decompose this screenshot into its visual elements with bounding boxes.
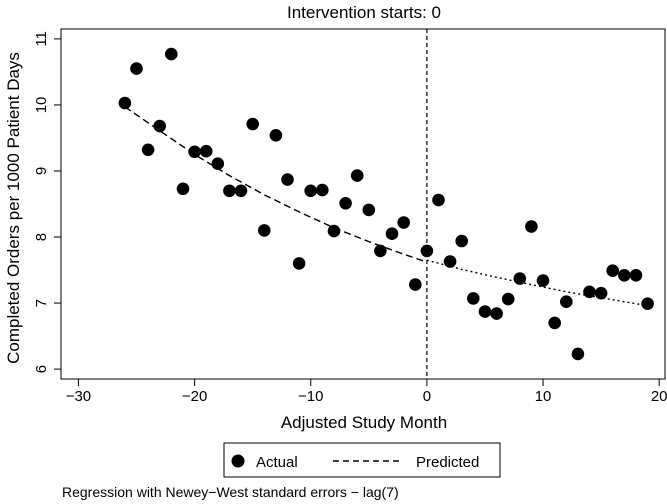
- actual-point: [385, 227, 399, 240]
- actual-point: [525, 220, 538, 233]
- chart-title: Intervention starts: 0: [287, 3, 441, 22]
- y-tick-label: 10: [33, 97, 50, 114]
- actual-point: [501, 292, 515, 306]
- x-tick-label: 20: [651, 388, 667, 405]
- actual-point: [397, 216, 411, 229]
- legend-actual-marker: [231, 454, 245, 468]
- actual-point: [594, 286, 608, 300]
- actual-point: [211, 157, 225, 170]
- regression-footnote: Regression with Newey−West standard erro…: [62, 484, 399, 500]
- actual-point: [490, 307, 503, 320]
- actual-point: [409, 278, 422, 291]
- actual-point: [141, 143, 155, 157]
- actual-point: [292, 257, 306, 270]
- y-tick-label: 8: [33, 233, 50, 241]
- legend-predicted-label: Predicted: [416, 454, 479, 471]
- actual-point: [234, 184, 248, 198]
- x-tick-label: −30: [66, 388, 91, 405]
- actual-point: [316, 183, 329, 197]
- y-tick-label: 6: [33, 365, 50, 373]
- actual-point: [641, 297, 654, 311]
- actual-point: [443, 255, 457, 268]
- predicted-line: [124, 106, 428, 263]
- actual-point: [420, 244, 434, 258]
- actual-point: [629, 269, 643, 282]
- actual-point: [258, 224, 271, 237]
- x-axis-label: Adjusted Study Month: [281, 413, 447, 432]
- y-tick-label: 7: [33, 299, 50, 307]
- actual-point: [583, 285, 596, 299]
- y-tick-label: 9: [33, 167, 50, 175]
- legend-actual-label: Actual: [256, 454, 298, 471]
- x-tick-label: 10: [535, 388, 552, 405]
- legend: Actual Predicted: [223, 442, 501, 478]
- actual-point: [374, 244, 387, 258]
- actual-point: [478, 305, 492, 318]
- actual-point: [455, 234, 469, 248]
- y-tick-label: 11: [33, 31, 50, 47]
- axes: −30 −20 −10 0 10 20 6 7 8 9 10 11: [33, 29, 667, 405]
- actual-point: [327, 224, 341, 238]
- actual-point: [571, 347, 585, 361]
- y-axis-label: Completed Orders per 1000 Patient Days: [4, 52, 23, 364]
- actual-point: [269, 129, 283, 142]
- actual-point: [246, 117, 259, 131]
- actual-point: [536, 274, 550, 287]
- actual-point: [223, 184, 236, 198]
- actual-point: [153, 119, 166, 133]
- actual-point: [281, 173, 294, 186]
- actual-point: [130, 62, 143, 75]
- legend-box: [223, 442, 501, 478]
- actual-point: [165, 47, 178, 61]
- actual-point: [176, 182, 190, 196]
- actual-point: [513, 272, 527, 285]
- actual-point: [304, 184, 318, 198]
- x-tick-label: 0: [423, 388, 431, 405]
- actual-point: [339, 197, 352, 210]
- x-tick-label: −20: [182, 388, 207, 405]
- actual-point: [618, 269, 631, 282]
- x-tick-label: −10: [298, 388, 323, 405]
- actual-point: [560, 295, 573, 309]
- fitted-lines: [124, 106, 648, 307]
- actual-point: [432, 193, 445, 207]
- actual-point: [118, 96, 132, 110]
- post-trend-line: [426, 259, 648, 307]
- actual-point: [350, 169, 364, 182]
- actual-point: [199, 144, 213, 158]
- actual-point: [362, 203, 376, 217]
- actual-points: [118, 47, 654, 361]
- actual-point: [467, 292, 480, 305]
- actual-point: [606, 264, 619, 278]
- actual-point: [548, 316, 561, 330]
- plot-frame: [60, 28, 666, 380]
- actual-point: [188, 145, 201, 159]
